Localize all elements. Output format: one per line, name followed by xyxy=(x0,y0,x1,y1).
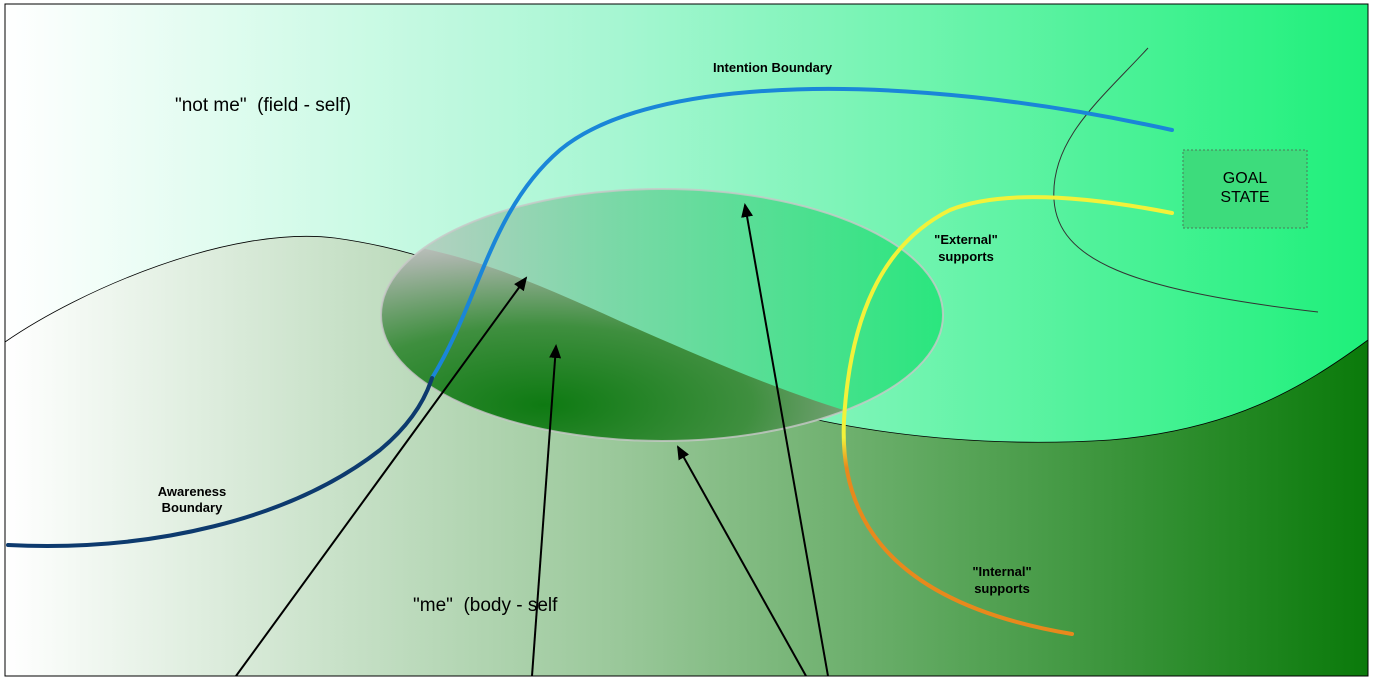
me-label: "me" (body - self xyxy=(413,595,558,616)
intention-boundary-label: Intention Boundary xyxy=(713,60,833,75)
goal-state-label-line1: GOAL xyxy=(1223,170,1268,187)
overlap-rim xyxy=(380,188,944,442)
intention-boundary-line xyxy=(430,86,1174,380)
internal-supports-label-line1: "Internal" xyxy=(972,564,1031,579)
goal-state-label-line2: STATE xyxy=(1220,189,1269,206)
arrow-to-ellipse-edge xyxy=(677,445,807,677)
overlap-body-part xyxy=(381,240,943,441)
arrow-to-boundary-crossing xyxy=(235,276,528,677)
awareness-boundary-line xyxy=(6,376,434,548)
awareness-boundary-label-line2: Boundary xyxy=(162,500,223,515)
supports-line xyxy=(841,195,1174,636)
goal-boundary-line xyxy=(1053,47,1319,313)
diagram-frame xyxy=(4,3,1369,677)
internal-supports-label-line2: supports xyxy=(974,581,1030,596)
goal-state-box xyxy=(1182,149,1308,229)
external-supports-label-line1: "External" xyxy=(934,232,998,247)
not-me-label: "not me" (field - self) xyxy=(175,95,351,116)
awareness-boundary-label-line1: Awareness xyxy=(158,484,226,499)
arrow-to-body-overlap xyxy=(531,344,562,677)
external-supports-label-line2: supports xyxy=(938,249,994,264)
arrow-to-field-overlap xyxy=(741,203,829,677)
